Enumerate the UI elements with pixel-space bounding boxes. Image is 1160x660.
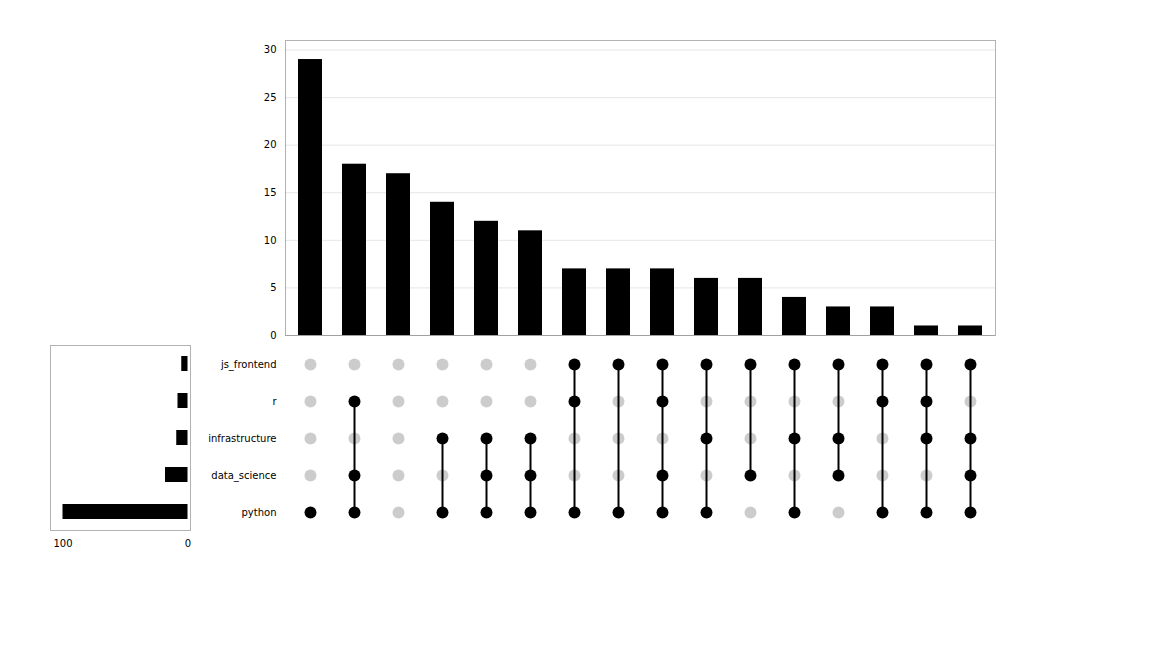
svg-text:25: 25 <box>264 92 277 103</box>
svg-text:30: 30 <box>264 44 277 55</box>
svg-text:data_science: data_science <box>211 470 276 482</box>
svg-text:0: 0 <box>185 538 191 549</box>
svg-text:15: 15 <box>264 187 277 198</box>
svg-text:5: 5 <box>270 282 276 293</box>
svg-text:10: 10 <box>264 235 277 246</box>
svg-text:100: 100 <box>53 538 72 549</box>
svg-text:js_frontend: js_frontend <box>220 359 277 371</box>
svg-text:20: 20 <box>264 139 277 150</box>
svg-text:infrastructure: infrastructure <box>208 433 276 444</box>
svg-text:r: r <box>272 396 277 407</box>
svg-text:0: 0 <box>270 330 276 340</box>
svg-text:python: python <box>242 507 277 518</box>
